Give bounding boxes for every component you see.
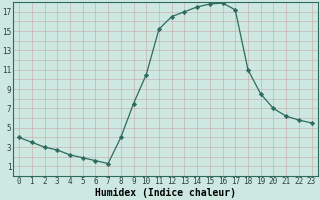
X-axis label: Humidex (Indice chaleur): Humidex (Indice chaleur) (95, 188, 236, 198)
